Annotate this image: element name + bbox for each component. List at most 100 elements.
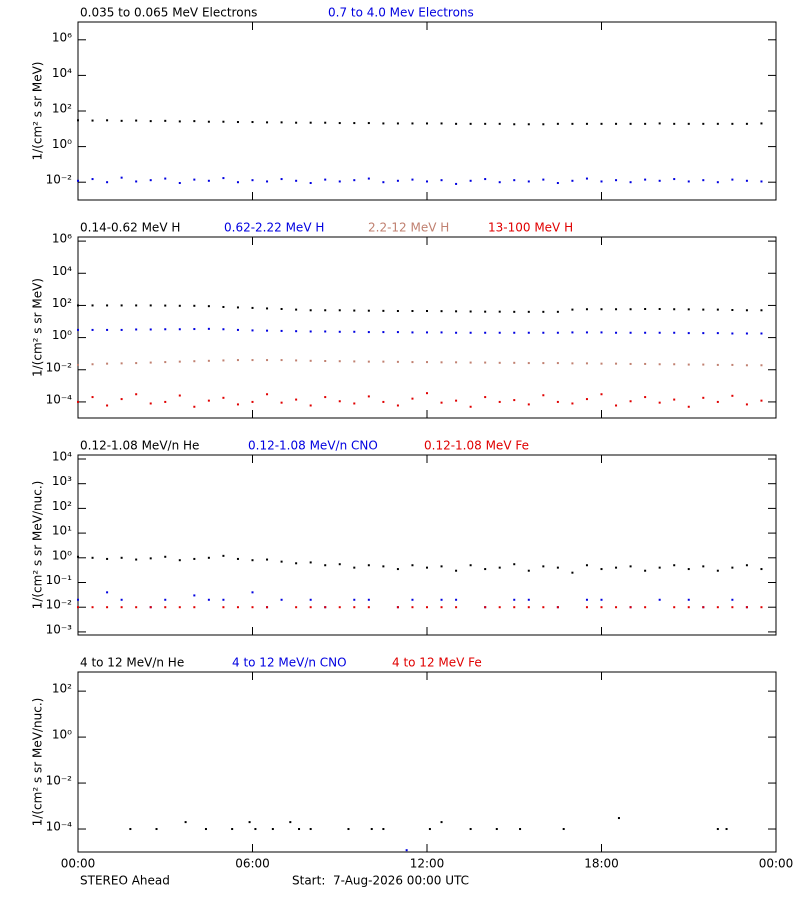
data-point (615, 404, 618, 407)
data-point (135, 180, 138, 183)
data-point (411, 598, 414, 601)
data-point (498, 566, 501, 569)
y-tick-label: 10⁴ (52, 449, 72, 463)
data-point (338, 122, 341, 125)
data-point (338, 606, 341, 609)
data-point (251, 591, 254, 594)
footer-spacecraft: STEREO Ahead (80, 874, 170, 888)
data-point (120, 598, 123, 601)
x-tick-label: 00:00 (759, 857, 794, 871)
data-point (760, 399, 763, 402)
data-point (760, 180, 763, 183)
legend-entry: 4 to 12 MeV/n He (80, 656, 184, 670)
data-point (644, 569, 647, 572)
data-point (231, 828, 234, 831)
data-point (193, 557, 196, 560)
data-point (222, 396, 225, 399)
data-point (440, 401, 443, 404)
data-point (106, 591, 109, 594)
data-point (716, 308, 719, 311)
legend-entry: 4 to 12 MeV Fe (392, 656, 482, 670)
data-point (411, 564, 414, 567)
data-point (120, 119, 123, 122)
data-point (382, 181, 385, 184)
data-point (484, 606, 487, 609)
data-point (411, 606, 414, 609)
data-point (629, 606, 632, 609)
data-point (629, 400, 632, 403)
data-point (617, 817, 620, 820)
data-point (77, 179, 79, 182)
data-point (178, 559, 181, 562)
data-point (600, 568, 603, 571)
data-point (702, 332, 705, 335)
data-point (236, 121, 239, 124)
data-point (498, 400, 501, 403)
data-point (193, 328, 196, 331)
data-point (382, 400, 385, 403)
data-point (469, 310, 472, 313)
footer-start: Start: 7-Aug-2026 00:00 UTC (292, 874, 469, 888)
data-point (527, 123, 530, 126)
data-point (716, 828, 719, 831)
data-point (455, 122, 458, 125)
data-point (266, 180, 269, 183)
data-point (236, 181, 239, 184)
data-point (77, 328, 79, 331)
plot-frame (77, 236, 777, 419)
legend-entry: 0.12-1.08 MeV Fe (424, 439, 529, 453)
data-point (411, 122, 414, 125)
data-point (440, 179, 443, 182)
data-point (440, 331, 443, 334)
data-point (542, 178, 545, 181)
data-point (91, 119, 94, 122)
data-point (542, 331, 545, 334)
data-point (396, 568, 399, 571)
data-point (731, 606, 734, 609)
data-point (519, 828, 522, 831)
data-point (469, 564, 472, 567)
data-point (405, 849, 408, 852)
data-point (193, 594, 196, 597)
data-point (469, 331, 472, 334)
data-point (513, 399, 516, 402)
data-point (556, 566, 559, 569)
legend-entry: 0.14-0.62 MeV H (80, 221, 180, 235)
data-point (455, 310, 458, 313)
data-point (411, 331, 414, 334)
data-point (644, 606, 647, 609)
data-point (673, 122, 676, 125)
data-point (745, 606, 748, 609)
data-point (266, 307, 269, 310)
data-point (513, 563, 516, 566)
data-point (469, 122, 472, 125)
data-point (193, 120, 196, 123)
data-point (455, 399, 458, 402)
data-point (135, 119, 138, 122)
y-tick-label: 10⁻² (46, 774, 73, 788)
data-point (266, 606, 269, 609)
data-point (498, 606, 501, 609)
data-point (353, 566, 356, 569)
data-point (338, 330, 341, 333)
data-point (353, 330, 356, 333)
y-tick-label: 10⁰ (52, 137, 72, 151)
data-point (207, 327, 210, 330)
data-point (731, 598, 734, 601)
data-point (129, 828, 132, 831)
data-point (615, 122, 618, 125)
data-point (254, 828, 257, 831)
data-point (495, 828, 498, 831)
y-tick-label: 10⁰ (52, 328, 72, 342)
data-point (644, 122, 647, 125)
data-point (120, 606, 123, 609)
y-tick-label: 10¹ (52, 524, 72, 538)
data-point (396, 310, 399, 313)
data-point (164, 361, 167, 364)
data-point (760, 568, 763, 571)
data-point (298, 828, 301, 831)
data-point (295, 359, 298, 362)
data-point (396, 122, 399, 125)
data-point (251, 121, 254, 124)
data-point (687, 180, 690, 183)
